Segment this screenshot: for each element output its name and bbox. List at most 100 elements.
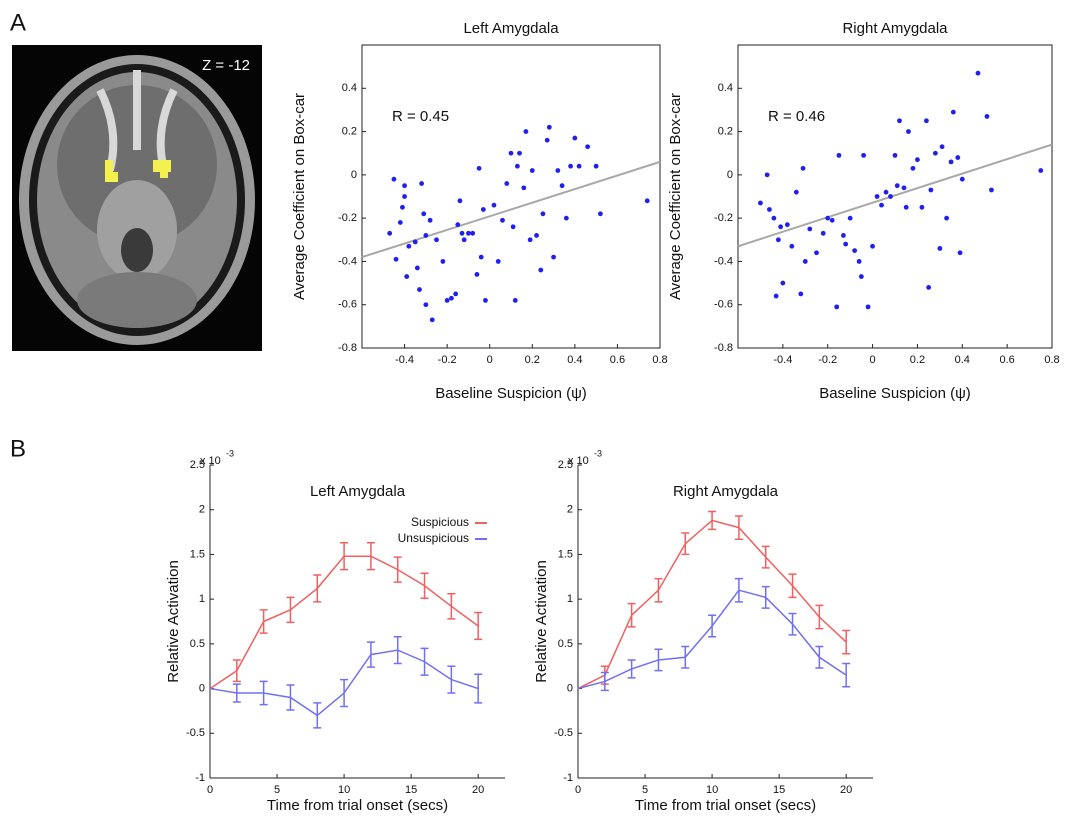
scatter-point — [547, 125, 552, 130]
scatter-point — [521, 185, 526, 190]
y-tick-label: -0.5 — [554, 727, 573, 739]
y-tick-label: -0.2 — [714, 212, 733, 224]
scatter-point — [989, 188, 994, 193]
y-scale-exponent: -3 — [226, 448, 234, 458]
scatter-point — [958, 250, 963, 255]
x-tick-label: 10 — [338, 784, 350, 796]
scatter-point — [460, 231, 465, 236]
legend-label: Suspicious — [411, 515, 469, 529]
scatter-point — [852, 248, 857, 253]
y-tick-label: 0.4 — [718, 82, 733, 94]
scatter-point — [776, 237, 781, 242]
scatter-point — [568, 164, 573, 169]
scatter-point — [985, 114, 990, 119]
y-tick-label: 1.5 — [190, 548, 205, 560]
scatter-point — [780, 281, 785, 286]
scatter-point — [449, 296, 454, 301]
scatter-point — [551, 255, 556, 260]
scatter-point — [798, 291, 803, 296]
x-tick-label: 10 — [706, 784, 718, 796]
scatter-point — [455, 222, 460, 227]
y-tick-label: -0.4 — [338, 255, 357, 267]
scatter-point — [870, 244, 875, 249]
scatter-point — [413, 240, 418, 245]
y-tick-label: 0 — [199, 682, 205, 694]
x-tick-label: 0.4 — [955, 354, 970, 366]
scatter-point — [402, 194, 407, 199]
scatter-point — [524, 129, 529, 134]
scatter-point — [483, 298, 488, 303]
scatter-point — [774, 294, 779, 299]
y-tick-label: 0.5 — [190, 638, 205, 650]
y-tick-label: -0.4 — [714, 255, 733, 267]
error-bar — [842, 630, 850, 653]
x-tick-label: 0 — [207, 784, 213, 796]
scatter-point — [893, 153, 898, 158]
scatter-point — [517, 151, 522, 156]
scatter-point — [404, 274, 409, 279]
scatter-point — [572, 136, 577, 141]
scatter-point — [771, 216, 776, 221]
scatter-point — [884, 190, 889, 195]
x-tick-label: 0 — [487, 354, 493, 366]
scatter-point — [440, 259, 445, 264]
scatter-point — [530, 168, 535, 173]
scatter-point — [417, 287, 422, 292]
scatter-point — [933, 151, 938, 156]
scatter-point — [528, 237, 533, 242]
scatter-point — [555, 168, 560, 173]
scatter-point — [955, 155, 960, 160]
scatter-point — [875, 194, 880, 199]
scatter-point — [904, 205, 909, 210]
x-tick-label: 15 — [773, 784, 785, 796]
y-axis-label: Relative Activation — [533, 560, 550, 683]
scatter-point — [767, 207, 772, 212]
line — [578, 520, 846, 688]
scatter-point — [949, 159, 954, 164]
scatter-point — [453, 291, 458, 296]
scatter-point — [445, 298, 450, 303]
y-tick-label: -0.2 — [338, 212, 357, 224]
scatter-point — [841, 233, 846, 238]
scatter-point — [879, 203, 884, 208]
chart: -1-0.500.511.522.505101520Right Amygdala… — [533, 448, 873, 814]
scatter-point — [765, 172, 770, 177]
line — [578, 590, 846, 688]
fit-line — [362, 162, 660, 257]
scatter-point — [911, 166, 916, 171]
error-bar — [815, 647, 823, 668]
x-tick-label: 5 — [274, 784, 280, 796]
error-bar — [762, 546, 770, 567]
scatter-point — [825, 216, 830, 221]
scatter-point — [926, 285, 931, 290]
scatter-point — [509, 151, 514, 156]
scatter-point — [861, 153, 866, 158]
panel-label: B — [10, 435, 26, 462]
scatter-point — [803, 259, 808, 264]
y-tick-label: 1 — [567, 593, 573, 605]
error-bar — [789, 574, 797, 597]
scatter-point — [924, 118, 929, 123]
error-bar — [447, 594, 455, 619]
y-tick-label: 0.4 — [342, 82, 357, 94]
y-scale-label: x 10 — [200, 455, 221, 467]
error-bar — [474, 613, 482, 640]
x-axis-label: Baseline Suspicion (ψ) — [819, 385, 971, 402]
scatter-point — [458, 198, 463, 203]
scatter-point — [598, 211, 603, 216]
scatter-point — [937, 246, 942, 251]
x-tick-label: 15 — [405, 784, 417, 796]
scatter-point — [857, 259, 862, 264]
x-tick-label: -0.2 — [438, 354, 457, 366]
scatter-point — [504, 181, 509, 186]
y-tick-label: -0.8 — [338, 342, 357, 354]
x-tick-label: 0 — [575, 784, 581, 796]
scatter-point — [577, 164, 582, 169]
scatter-point — [895, 183, 900, 188]
y-tick-label: 1.5 — [558, 548, 573, 560]
x-tick-label: 20 — [472, 784, 484, 796]
scatter-point — [944, 216, 949, 221]
line — [210, 556, 478, 688]
scatter-point — [778, 224, 783, 229]
